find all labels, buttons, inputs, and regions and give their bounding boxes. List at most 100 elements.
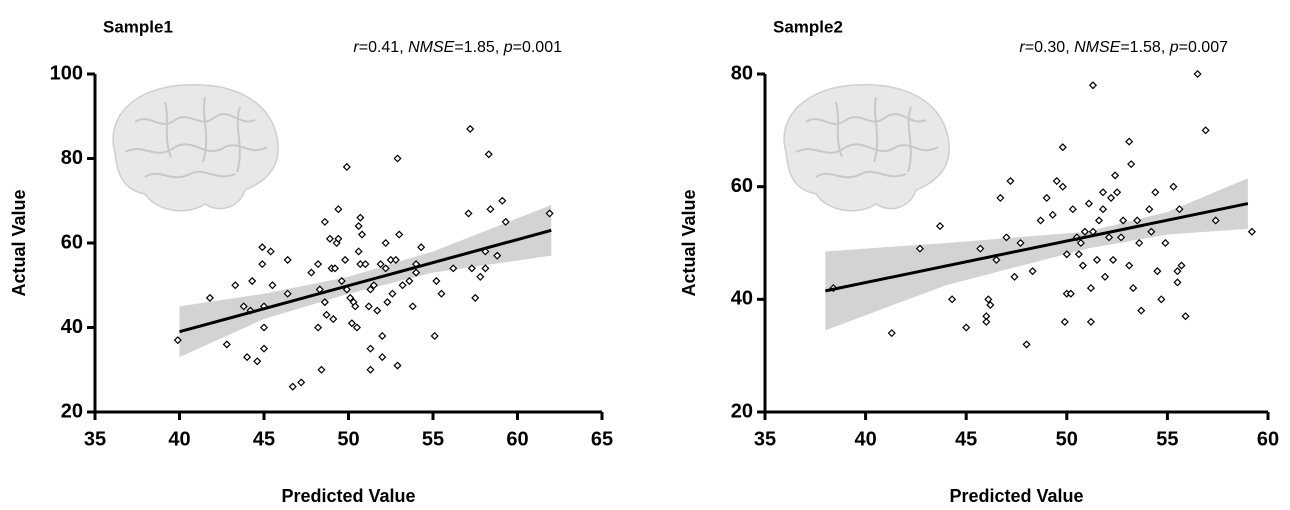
data-point bbox=[381, 264, 390, 273]
data-point bbox=[378, 331, 387, 340]
data-point bbox=[1175, 205, 1184, 214]
data-point bbox=[357, 230, 367, 239]
x-tick-label: 50 bbox=[337, 428, 359, 450]
brain-image bbox=[112, 83, 280, 212]
data-point bbox=[253, 357, 262, 366]
data-point bbox=[297, 378, 306, 387]
data-point bbox=[243, 353, 252, 362]
data-point bbox=[364, 302, 373, 311]
stats-part: p bbox=[1169, 39, 1179, 56]
data-point bbox=[498, 196, 507, 205]
data-point bbox=[388, 289, 397, 298]
x-tick-label: 50 bbox=[1056, 428, 1078, 450]
data-point bbox=[962, 323, 971, 332]
data-point bbox=[1181, 312, 1190, 321]
data-point bbox=[915, 244, 924, 253]
data-point bbox=[334, 234, 343, 243]
data-point bbox=[1145, 205, 1154, 214]
data-point bbox=[266, 247, 275, 256]
data-point bbox=[887, 329, 896, 338]
data-point bbox=[1028, 267, 1037, 276]
data-point bbox=[1211, 216, 1220, 225]
x-tick-label: 60 bbox=[506, 428, 528, 450]
data-point bbox=[314, 260, 323, 269]
data-point bbox=[467, 264, 476, 273]
data-point bbox=[393, 361, 402, 370]
data-point bbox=[1036, 216, 1045, 225]
data-point bbox=[283, 289, 292, 298]
data-point bbox=[486, 205, 495, 214]
data-point bbox=[986, 300, 995, 310]
y-axis-label: Actual Value bbox=[679, 189, 699, 296]
data-point bbox=[408, 302, 417, 311]
fit-line bbox=[179, 228, 552, 334]
data-point bbox=[1133, 216, 1142, 225]
data-point bbox=[484, 150, 493, 159]
data-point bbox=[1169, 182, 1178, 191]
x-tick-label: 35 bbox=[84, 428, 106, 450]
data-point bbox=[341, 255, 350, 264]
data-point bbox=[366, 344, 375, 353]
data-point bbox=[982, 317, 991, 326]
data-point bbox=[1016, 238, 1025, 248]
data-point bbox=[346, 293, 355, 302]
data-point bbox=[1086, 284, 1095, 293]
data-point bbox=[1173, 278, 1182, 287]
data-point bbox=[1193, 69, 1202, 79]
data-point bbox=[361, 260, 370, 269]
data-point bbox=[976, 244, 985, 253]
data-point bbox=[1201, 126, 1210, 135]
data-point bbox=[259, 323, 269, 332]
data-point bbox=[449, 264, 458, 273]
data-point bbox=[1066, 289, 1075, 298]
stats-part: =1.58, bbox=[1120, 39, 1169, 56]
data-point bbox=[1247, 227, 1256, 236]
data-point bbox=[258, 243, 267, 252]
data-point bbox=[1125, 137, 1134, 146]
data-point bbox=[1002, 233, 1011, 242]
data-point bbox=[1074, 250, 1083, 259]
data-point bbox=[1010, 272, 1019, 281]
data-point bbox=[1094, 216, 1104, 225]
data-point bbox=[992, 255, 1001, 264]
x-axis-label: Predicted Value bbox=[281, 486, 415, 506]
data-point bbox=[437, 289, 446, 298]
fit-line bbox=[825, 202, 1249, 293]
data-point bbox=[317, 365, 326, 374]
data-point bbox=[1084, 199, 1093, 208]
data-point bbox=[258, 260, 267, 269]
data-point bbox=[1022, 340, 1031, 349]
y-tick-label: 20 bbox=[731, 400, 753, 422]
data-point bbox=[1058, 143, 1067, 152]
data-point bbox=[288, 382, 297, 391]
x-tick-label: 40 bbox=[854, 428, 876, 450]
data-point bbox=[1161, 238, 1170, 248]
data-point bbox=[381, 238, 390, 248]
data-point bbox=[412, 268, 421, 277]
data-point bbox=[1153, 267, 1162, 276]
stats-part: NMSE bbox=[408, 39, 455, 56]
data-point bbox=[501, 217, 510, 226]
data-point bbox=[283, 255, 292, 264]
data-point bbox=[432, 276, 441, 286]
data-point bbox=[1098, 205, 1108, 214]
data-point bbox=[352, 323, 361, 332]
data-point bbox=[1042, 193, 1051, 202]
data-point bbox=[231, 281, 240, 290]
data-point bbox=[1076, 238, 1085, 248]
data-point bbox=[1177, 261, 1186, 270]
data-point bbox=[351, 302, 360, 311]
stats-part: p bbox=[503, 39, 513, 56]
data-point bbox=[395, 230, 404, 239]
stats-part: =0.41, bbox=[359, 39, 408, 56]
data-point bbox=[334, 205, 343, 214]
data-point bbox=[366, 365, 375, 374]
data-point bbox=[1052, 176, 1061, 186]
x-tick-label: 45 bbox=[955, 428, 977, 450]
data-point bbox=[493, 251, 502, 260]
data-point bbox=[417, 243, 426, 252]
data-point bbox=[1129, 284, 1138, 293]
y-tick-label: 100 bbox=[50, 62, 83, 84]
data-point bbox=[366, 285, 375, 294]
chart-title: Sample1 bbox=[103, 17, 173, 36]
